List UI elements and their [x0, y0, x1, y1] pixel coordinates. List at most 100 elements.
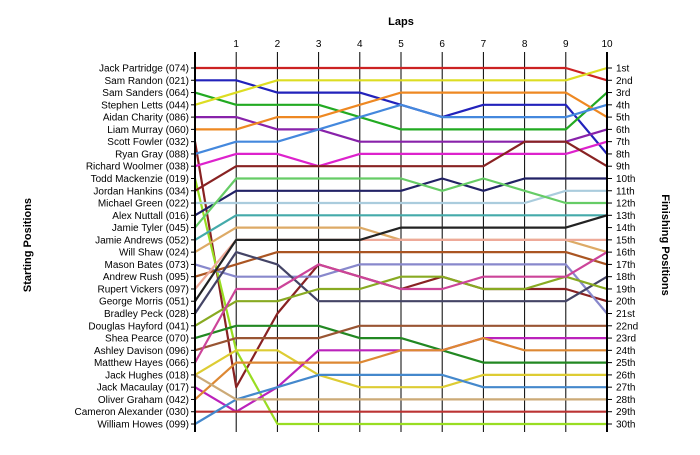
- rider-position-line: [193, 66, 609, 106]
- rider-position-line: [193, 251, 609, 315]
- x-tick-label: 7: [481, 39, 487, 50]
- starting-position-label: Shea Pearce (070): [105, 334, 189, 345]
- starting-position-label: Cameron Alexander (030): [74, 407, 189, 418]
- rider-position-line: [193, 177, 609, 229]
- finishing-position-label: 29th: [616, 407, 635, 418]
- starting-position-label: Jamie Tyler (045): [112, 223, 189, 234]
- rider-position-line: [193, 263, 609, 315]
- x-tick-label: 9: [563, 39, 569, 50]
- starting-position-label: Sam Sanders (064): [102, 88, 189, 99]
- finishing-position-label: 3rd: [616, 88, 630, 99]
- starting-position-label: Jack Macaulay (017): [97, 383, 189, 394]
- rider-position-line: [193, 91, 609, 131]
- starting-position-label: Jack Partridge (074): [99, 64, 189, 75]
- rider-position-line: [193, 214, 609, 303]
- starting-position-label: William Howes (099): [97, 420, 189, 431]
- finishing-position-label: 11th: [616, 186, 635, 197]
- rider-position-line: [193, 373, 609, 401]
- rider-position-line: [193, 140, 609, 168]
- starting-position-label: Scott Fowler (032): [107, 137, 189, 148]
- rider-position-line: [193, 214, 609, 241]
- x-tick-label: 6: [439, 39, 445, 50]
- finishing-position-label: 5th: [616, 113, 630, 124]
- rider-position-line: [193, 177, 609, 217]
- x-tick-label: 5: [398, 39, 404, 50]
- finishing-position-label: 2nd: [616, 76, 633, 87]
- finishing-position-label: 20th: [616, 297, 635, 308]
- rider-position-line: [193, 349, 609, 389]
- finishing-position-label: 28th: [616, 395, 635, 406]
- finishing-position-label: 24th: [616, 346, 635, 357]
- rider-position-line: [193, 324, 609, 364]
- finishing-position-label: 27th: [616, 383, 635, 394]
- starting-position-label: Todd Mackenzie (019): [91, 174, 189, 185]
- finishing-position-label: 16th: [616, 248, 635, 259]
- starting-position-label: Will Shaw (024): [119, 248, 189, 259]
- starting-position-label: Jordan Hankins (034): [93, 186, 189, 197]
- rider-position-line: [193, 189, 609, 205]
- finishing-position-label: 1st: [616, 64, 630, 75]
- finishing-position-label: 9th: [616, 162, 630, 173]
- rider-position-line: [193, 66, 609, 82]
- x-tick-label: 10: [601, 39, 613, 50]
- starting-position-label: Andrew Rush (095): [103, 272, 189, 283]
- finishing-position-label: 15th: [616, 235, 635, 246]
- starting-position-label: Matthew Hayes (066): [94, 358, 189, 369]
- finishing-position-label: 12th: [616, 199, 635, 210]
- y-axis-title-left: Starting Positions: [22, 198, 34, 292]
- y-axis-title-right: Finishing Positions: [659, 194, 671, 295]
- starting-position-label: Aidan Charity (086): [103, 113, 189, 124]
- finishing-position-label: 23rd: [616, 334, 636, 345]
- starting-position-label: Douglas Hayford (041): [88, 321, 189, 332]
- finishing-position-label: 13th: [616, 211, 635, 222]
- x-axis-title: Laps: [388, 16, 414, 28]
- finishing-position-label: 17th: [616, 260, 635, 271]
- rider-position-line: [193, 140, 609, 192]
- finishing-position-label: 19th: [616, 284, 635, 295]
- finishing-position-label: 22nd: [616, 321, 638, 332]
- starting-position-label: Jamie Andrews (052): [95, 235, 189, 246]
- series-layer: [193, 66, 609, 426]
- starting-position-label: Stephen Letts (044): [101, 100, 189, 111]
- x-tick-labels: 1 2 3 4 5 6 7 8 9 10: [233, 39, 613, 50]
- starting-position-label: Sam Randon (021): [105, 76, 190, 87]
- finishing-position-label: 26th: [616, 370, 635, 381]
- starting-position-label: Bradley Peck (028): [104, 309, 189, 320]
- rider-position-line: [193, 275, 609, 327]
- starting-position-label: Liam Murray (060): [107, 125, 189, 136]
- starting-position-label: Rupert Vickers (097): [97, 284, 189, 295]
- axes: [194, 52, 608, 432]
- finishing-position-label: 30th: [616, 420, 635, 431]
- rider-position-line: [193, 373, 609, 426]
- finishing-position-label: 6th: [616, 125, 630, 136]
- finishing-position-label: 7th: [616, 137, 630, 148]
- starting-position-label: Richard Woolmer (038): [86, 162, 189, 173]
- x-tick-label: 1: [233, 39, 239, 50]
- x-tick-label: 4: [357, 39, 363, 50]
- starting-position-label: George Morris (051): [99, 297, 189, 308]
- starting-position-label: Oliver Graham (042): [98, 395, 189, 406]
- finishing-position-label: 8th: [616, 149, 630, 160]
- finishing-position-label: 18th: [616, 272, 635, 283]
- starting-position-labels: Jack Partridge (074)Sam Randon (021)Sam …: [74, 64, 195, 431]
- finishing-position-label: 21st: [616, 309, 635, 320]
- finishing-position-label: 25th: [616, 358, 635, 369]
- x-tick-label: 2: [275, 39, 281, 50]
- starting-position-label: Ryan Gray (088): [115, 149, 189, 160]
- rider-position-line: [193, 251, 609, 364]
- starting-position-label: Mason Bates (073): [105, 260, 190, 271]
- starting-position-label: Michael Green (022): [98, 199, 189, 210]
- rider-position-line: [193, 324, 609, 352]
- rider-position-line: [193, 337, 609, 401]
- rider-position-line: [193, 103, 609, 155]
- starting-position-label: Alex Nuttall (016): [112, 211, 189, 222]
- finishing-position-label: 14th: [616, 223, 635, 234]
- starting-position-label: Ashley Davison (096): [94, 346, 189, 357]
- finishing-position-labels: 1st2nd3rd4th5th6th7th8th9th10th11th12th1…: [607, 64, 638, 431]
- finishing-position-label: 10th: [616, 174, 635, 185]
- rider-position-line: [193, 91, 609, 131]
- x-tick-label: 3: [316, 39, 322, 50]
- rider-position-line: [193, 251, 609, 278]
